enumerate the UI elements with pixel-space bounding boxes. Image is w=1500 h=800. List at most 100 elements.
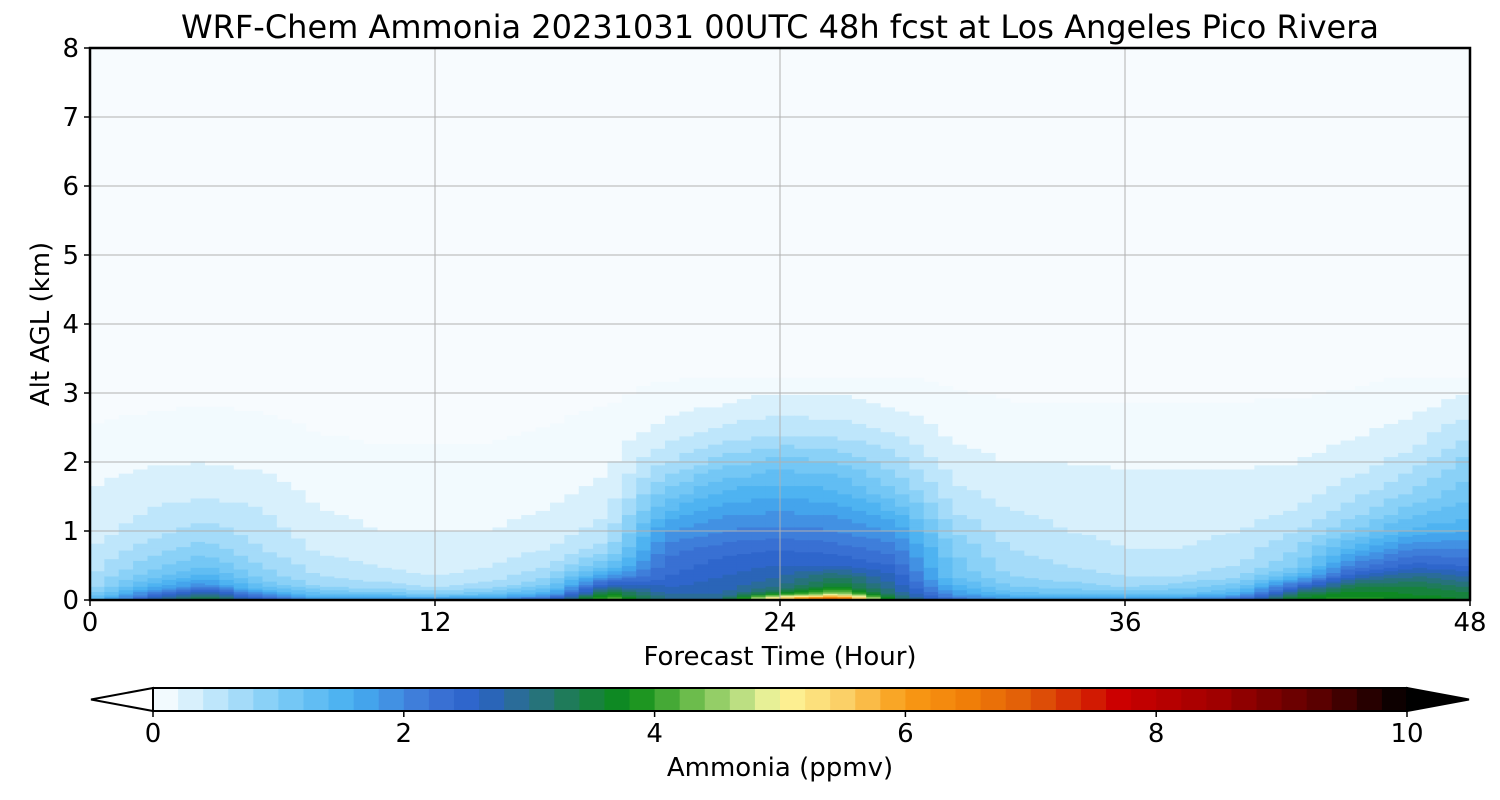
field-cell: [808, 544, 824, 548]
field-cell: [621, 546, 637, 549]
field-cell: [995, 534, 1011, 537]
field-cell: [161, 570, 177, 573]
field-cell: [693, 398, 709, 404]
field-cell: [923, 574, 939, 577]
field-cell: [118, 489, 134, 495]
field-cell: [463, 473, 479, 478]
field-cell: [176, 560, 192, 563]
field-cell: [219, 435, 235, 441]
field-cell: [219, 485, 235, 491]
field-cell: [161, 464, 177, 470]
field-cell: [995, 398, 1011, 404]
field-cell: [377, 477, 393, 482]
field-cell: [808, 473, 824, 478]
field-cell: [578, 531, 594, 534]
field-cell: [650, 481, 666, 487]
field-cell: [966, 584, 982, 587]
field-cell: [578, 587, 594, 591]
field-cell: [219, 423, 235, 429]
field-cell: [923, 481, 939, 487]
field-cell: [1038, 464, 1054, 470]
field-cell: [90, 543, 105, 546]
field-cell: [334, 460, 350, 466]
field-cell: [837, 567, 853, 570]
field-cell: [147, 456, 163, 462]
field-cell: [593, 452, 609, 458]
field-cell: [564, 543, 580, 546]
field-cell: [823, 584, 839, 587]
field-cell: [219, 506, 235, 511]
field-cell: [636, 477, 652, 482]
field-cell: [837, 522, 853, 528]
field-cell: [564, 555, 580, 558]
field-cell: [305, 510, 321, 516]
field-cell: [233, 448, 249, 453]
field-cell: [621, 544, 637, 548]
field-cell: [722, 579, 738, 582]
field-cell: [420, 568, 436, 572]
field-cell: [736, 572, 752, 575]
field-cell: [909, 448, 925, 453]
field-cell: [621, 531, 637, 534]
field-cell: [607, 570, 623, 573]
field-cell: [363, 563, 379, 567]
field-cell: [607, 572, 623, 575]
field-cell: [104, 581, 120, 584]
field-cell: [722, 419, 738, 424]
field-cell: [348, 534, 364, 537]
field-cell: [607, 460, 623, 466]
field-cell: [1067, 556, 1083, 560]
field-cell: [133, 586, 149, 589]
field-cell: [808, 423, 824, 429]
field-cell: [219, 497, 235, 503]
field-cell: [449, 575, 465, 579]
field-cell: [751, 553, 767, 556]
field-cell: [348, 536, 364, 539]
field-cell: [952, 589, 968, 592]
field-cell: [449, 506, 465, 511]
field-cell: [133, 565, 149, 568]
field-cell: [851, 377, 867, 383]
field-cell: [133, 532, 149, 536]
field-cell: [851, 502, 867, 507]
field-cell: [262, 558, 278, 561]
field-cell: [535, 514, 551, 520]
field-cell: [1024, 477, 1040, 482]
field-cell: [938, 514, 954, 520]
field-cell: [593, 481, 609, 487]
field-cell: [262, 473, 278, 478]
field-cell: [708, 506, 724, 511]
field-cell: [952, 549, 968, 553]
field-cell: [521, 460, 537, 466]
field-cell: [391, 460, 407, 466]
field-cell: [161, 481, 177, 487]
field-cell: [104, 548, 120, 551]
field-cell: [133, 596, 149, 599]
field-cell: [219, 444, 235, 449]
field-cell: [176, 536, 192, 539]
field-cell: [377, 473, 393, 478]
field-cell: [751, 464, 767, 470]
field-cell: [794, 582, 810, 586]
field-cell: [952, 558, 968, 561]
field-cell: [952, 582, 968, 586]
field-cell: [176, 481, 192, 487]
field-cell: [909, 497, 925, 503]
field-cell: [90, 560, 105, 563]
field-cell: [535, 534, 551, 537]
field-cell: [880, 574, 896, 577]
field-cell: [492, 448, 508, 453]
field-cell: [463, 448, 479, 453]
field-cell: [219, 575, 235, 579]
field-cell: [1053, 456, 1069, 462]
field-cell: [521, 464, 537, 470]
field-cell: [1067, 572, 1083, 575]
field-cell: [995, 452, 1011, 458]
field-cell: [535, 556, 551, 560]
field-cell: [593, 439, 609, 445]
field-cell: [262, 570, 278, 573]
field-cell: [147, 594, 163, 598]
field-cell: [607, 526, 623, 532]
field-cell: [952, 477, 968, 482]
field-cell: [636, 565, 652, 568]
